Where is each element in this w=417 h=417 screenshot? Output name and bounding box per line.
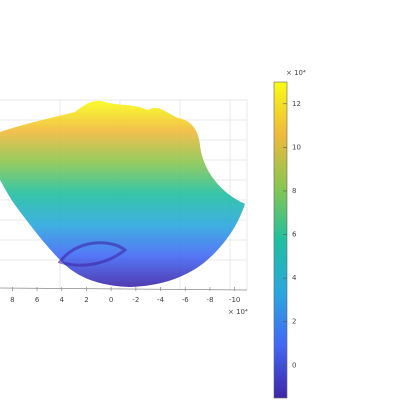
x-tick-label: -2 bbox=[132, 296, 139, 304]
colorbar-tick-label: 6 bbox=[292, 231, 297, 239]
x-tick-label: 6 bbox=[35, 296, 40, 304]
x-tick-label: 2 bbox=[84, 296, 88, 304]
colorbar-tick-label: 12 bbox=[292, 100, 301, 108]
colorbar bbox=[273, 81, 288, 399]
x-tick-label: -10 bbox=[229, 296, 240, 304]
x-tick-label: -4 bbox=[157, 296, 165, 304]
x-tick-label: -8 bbox=[206, 296, 213, 304]
colorbar-tick-label: 0 bbox=[292, 361, 296, 369]
surface-fold bbox=[57, 241, 128, 267]
colorbar-tick-label: 2 bbox=[292, 318, 296, 326]
colorbar-exponent-label: × 10⁴ bbox=[286, 69, 306, 77]
x-axis bbox=[0, 287, 248, 291]
surface bbox=[0, 100, 245, 287]
x-tick-label: 0 bbox=[109, 296, 113, 304]
x-tick-label: -6 bbox=[182, 296, 190, 304]
colorbar-tick-label: 4 bbox=[292, 274, 297, 282]
colorbar-tick-label: 10 bbox=[292, 143, 301, 151]
x-tick-label: 8 bbox=[10, 296, 14, 304]
x-exponent-label: × 10⁴ bbox=[228, 308, 248, 316]
x-tick-label: 4 bbox=[60, 296, 65, 304]
colorbar-tick-label: 8 bbox=[292, 187, 296, 195]
